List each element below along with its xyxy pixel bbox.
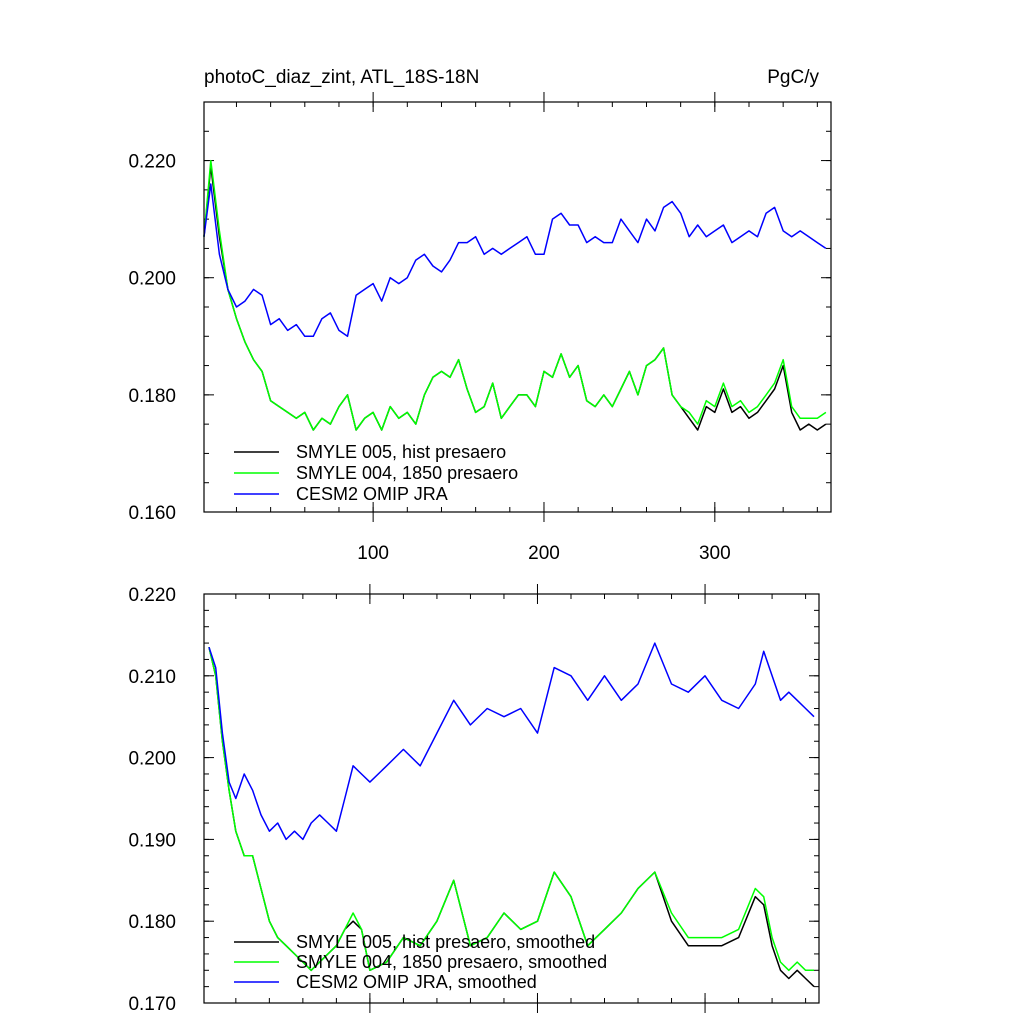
units-label: PgC/y xyxy=(767,67,819,88)
legend-label-3: CESM2 OMIP JRA xyxy=(296,484,448,504)
legend-label-3: CESM2 OMIP JRA, smoothed xyxy=(296,972,537,992)
series-line-3 xyxy=(203,183,827,338)
panel-bottom: 0.170 0.180 0.190 0.200 0.210 0.220 SMYLE 005… xyxy=(128,584,820,1015)
legend: SMYLE 005, hist presaero, smoothedSMYLE … xyxy=(234,932,607,992)
y-tick-label: 0.200 xyxy=(128,269,176,290)
plot-frame xyxy=(203,593,820,1004)
legend-label-2: SMYLE 004, 1850 presaero xyxy=(296,463,518,483)
y-tick-label: 0.170 xyxy=(128,994,176,1015)
x-tick-label: 200 xyxy=(528,543,560,564)
series-layer xyxy=(203,159,827,431)
series-line-2 xyxy=(203,159,827,431)
y-tick-label: 0.160 xyxy=(128,503,176,524)
legend-label-2: SMYLE 004, 1850 presaero, smoothed xyxy=(296,952,607,972)
y-tick-label: 0.220 xyxy=(128,152,176,173)
y-tick-label: 0.190 xyxy=(128,830,176,851)
legend-label-1: SMYLE 005, hist presaero, smoothed xyxy=(296,932,595,952)
y-tick-label: 0.210 xyxy=(128,667,176,688)
plot-frame xyxy=(203,101,832,513)
y-tick-label: 0.180 xyxy=(128,386,176,407)
series-line-2 xyxy=(208,647,814,972)
y-tick-label: 0.200 xyxy=(128,749,176,770)
axis-ticks: 0.170 0.180 0.190 0.200 0.210 0.220 xyxy=(128,584,819,1015)
x-tick-label: 300 xyxy=(699,543,731,564)
series-line-1 xyxy=(203,165,827,431)
panel-top: photoC_diaz_zint, ATL_18S-18N PgC/y 100 2… xyxy=(128,67,832,564)
x-tick-label: 100 xyxy=(357,543,389,564)
axis-ticks: 100 200 300 0.160 0.180 0.200 0.220 xyxy=(128,92,831,564)
y-tick-label: 0.180 xyxy=(128,912,176,933)
legend-label-1: SMYLE 005, hist presaero xyxy=(296,442,506,462)
series-layer xyxy=(208,642,815,988)
y-tick-label: 0.220 xyxy=(128,585,176,606)
series-line-3 xyxy=(208,642,815,841)
chart-title: photoC_diaz_zint, ATL_18S-18N xyxy=(204,67,479,88)
